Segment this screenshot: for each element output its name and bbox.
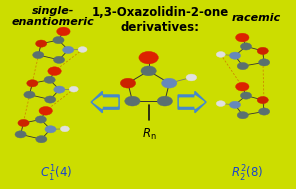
FancyArrow shape bbox=[91, 91, 119, 113]
Circle shape bbox=[237, 63, 248, 70]
Circle shape bbox=[18, 119, 29, 127]
Circle shape bbox=[237, 112, 248, 119]
Circle shape bbox=[236, 33, 249, 42]
Text: single-
enantiomeric: single- enantiomeric bbox=[12, 6, 94, 27]
Text: $R_2^2(8)$: $R_2^2(8)$ bbox=[231, 164, 263, 184]
Circle shape bbox=[257, 47, 268, 54]
Circle shape bbox=[39, 107, 52, 115]
Circle shape bbox=[186, 74, 197, 81]
Circle shape bbox=[139, 51, 158, 64]
Circle shape bbox=[257, 96, 268, 104]
FancyArrow shape bbox=[178, 91, 206, 113]
Circle shape bbox=[63, 46, 74, 53]
Circle shape bbox=[35, 116, 46, 123]
FancyArrow shape bbox=[180, 96, 204, 108]
Circle shape bbox=[24, 91, 35, 98]
Circle shape bbox=[54, 56, 65, 64]
Circle shape bbox=[60, 126, 69, 132]
Text: 1,3-Oxazolidin-2-one
derivatives:: 1,3-Oxazolidin-2-one derivatives: bbox=[92, 6, 229, 34]
Circle shape bbox=[216, 101, 225, 106]
Text: racemic: racemic bbox=[231, 13, 281, 23]
Circle shape bbox=[120, 78, 136, 88]
Circle shape bbox=[48, 67, 61, 75]
Circle shape bbox=[240, 92, 252, 99]
Circle shape bbox=[125, 96, 140, 106]
Circle shape bbox=[229, 52, 241, 59]
Circle shape bbox=[141, 66, 156, 76]
Circle shape bbox=[54, 86, 65, 93]
Circle shape bbox=[36, 136, 47, 143]
Circle shape bbox=[240, 43, 252, 50]
Circle shape bbox=[36, 40, 47, 47]
Circle shape bbox=[229, 101, 241, 108]
Circle shape bbox=[78, 47, 87, 52]
Text: $\mathit{R}_{\mathrm{n}}$: $\mathit{R}_{\mathrm{n}}$ bbox=[142, 127, 157, 142]
Circle shape bbox=[53, 36, 64, 44]
FancyArrow shape bbox=[93, 96, 118, 108]
Circle shape bbox=[157, 96, 173, 106]
Circle shape bbox=[27, 80, 38, 87]
Circle shape bbox=[162, 78, 177, 88]
Text: $C_1^1(4)$: $C_1^1(4)$ bbox=[40, 164, 72, 184]
Circle shape bbox=[45, 126, 56, 133]
Circle shape bbox=[216, 52, 225, 57]
Circle shape bbox=[57, 27, 70, 36]
Circle shape bbox=[69, 86, 78, 92]
Circle shape bbox=[33, 51, 44, 59]
Circle shape bbox=[236, 82, 249, 91]
Circle shape bbox=[45, 96, 56, 103]
Circle shape bbox=[15, 131, 26, 138]
Circle shape bbox=[44, 76, 55, 83]
Circle shape bbox=[258, 108, 270, 115]
Circle shape bbox=[258, 59, 270, 66]
